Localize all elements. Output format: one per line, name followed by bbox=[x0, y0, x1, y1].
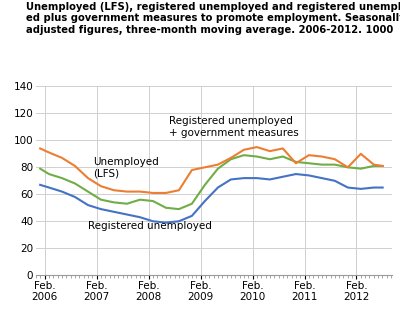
Text: Registered unemployed: Registered unemployed bbox=[88, 221, 212, 231]
Text: Unemployed (LFS), registered unemployed and registered unemploy-
ed plus governm: Unemployed (LFS), registered unemployed … bbox=[26, 2, 400, 35]
Text: Unemployed
(LFS): Unemployed (LFS) bbox=[93, 156, 159, 178]
Text: Registered unemployed
+ government measures: Registered unemployed + government measu… bbox=[168, 116, 298, 138]
